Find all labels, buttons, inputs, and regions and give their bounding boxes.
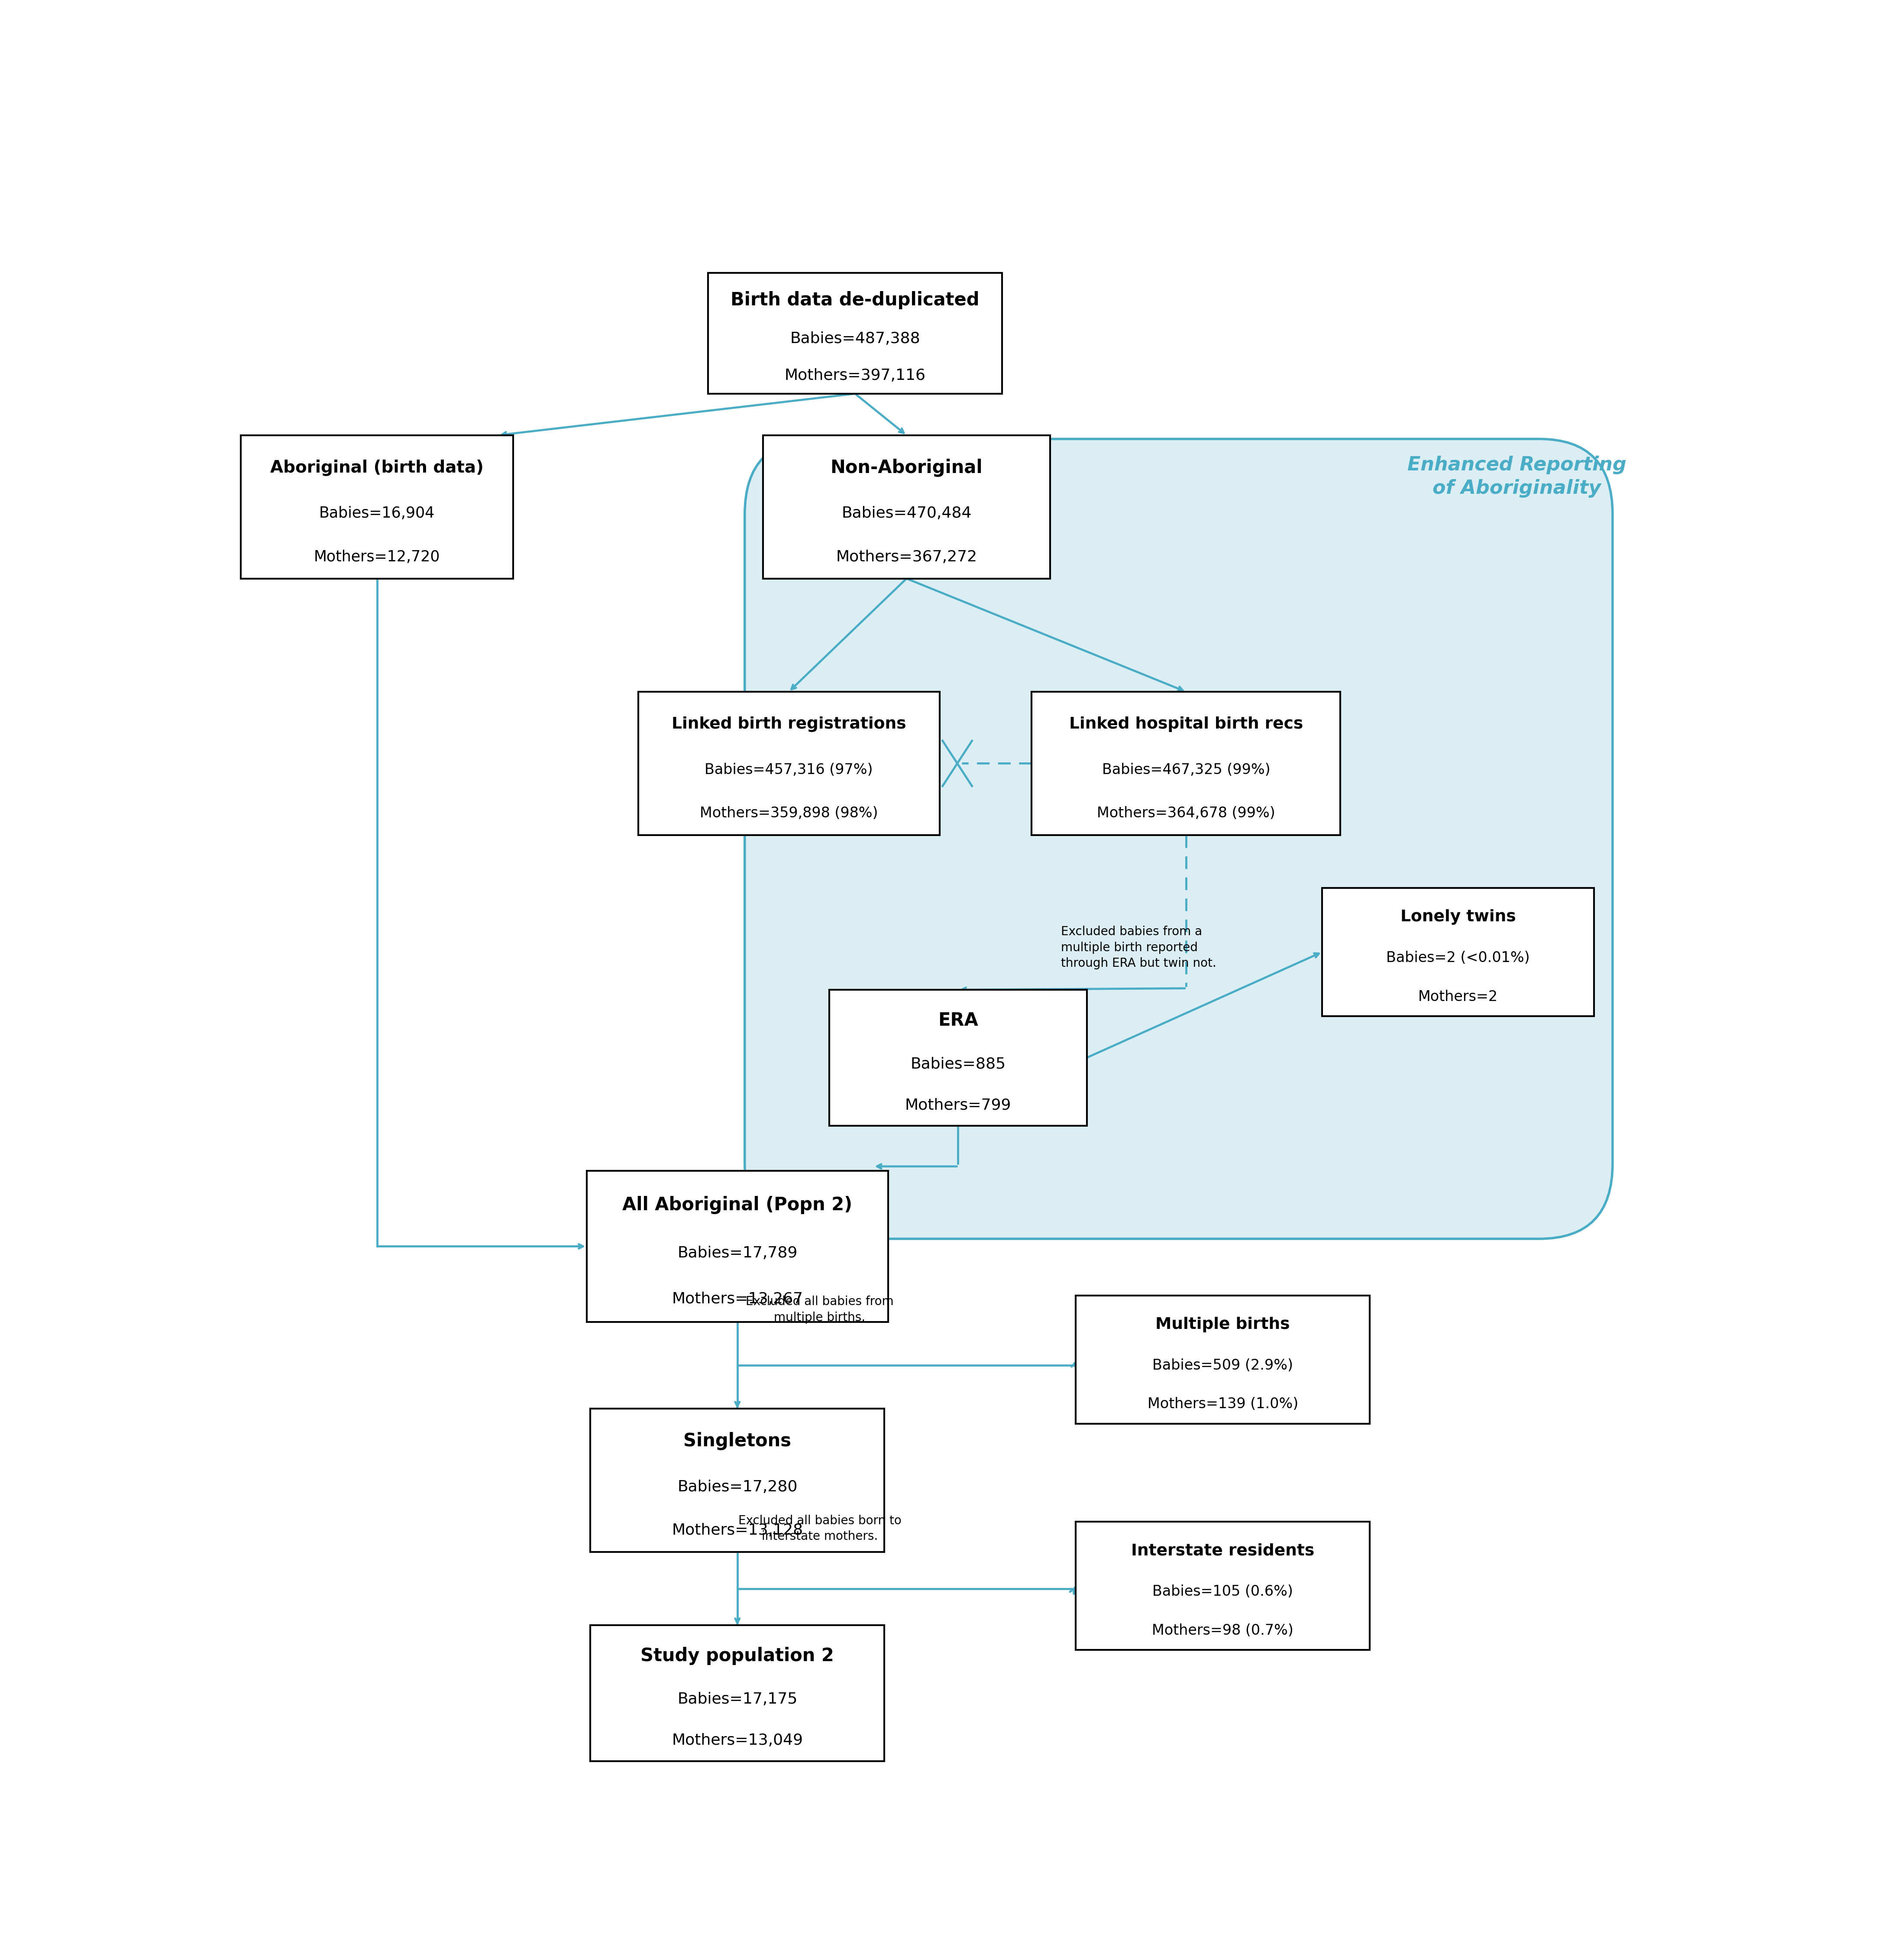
Text: Babies=105 (0.6%): Babies=105 (0.6%)	[1152, 1584, 1293, 1599]
Text: Aboriginal (birth data): Aboriginal (birth data)	[270, 459, 484, 476]
Text: Interstate residents: Interstate residents	[1131, 1543, 1315, 1558]
Text: Babies=2 (<0.01%): Babies=2 (<0.01%)	[1386, 951, 1530, 964]
Text: Linked hospital birth recs: Linked hospital birth recs	[1069, 717, 1304, 733]
Text: Mothers=359,898 (98%): Mothers=359,898 (98%)	[700, 806, 879, 821]
Text: Multiple births: Multiple births	[1156, 1317, 1291, 1333]
Text: Babies=467,325 (99%): Babies=467,325 (99%)	[1103, 762, 1270, 776]
Text: Babies=457,316 (97%): Babies=457,316 (97%)	[704, 762, 873, 776]
FancyBboxPatch shape	[1076, 1521, 1370, 1650]
Text: Mothers=799: Mothers=799	[905, 1098, 1012, 1113]
Text: Mothers=12,720: Mothers=12,720	[313, 549, 440, 564]
Text: Babies=509 (2.9%): Babies=509 (2.9%)	[1152, 1358, 1293, 1372]
Text: Babies=470,484: Babies=470,484	[841, 506, 972, 521]
Text: Babies=885: Babies=885	[911, 1056, 1006, 1072]
Text: Mothers=364,678 (99%): Mothers=364,678 (99%)	[1097, 806, 1275, 821]
FancyBboxPatch shape	[708, 272, 1002, 394]
FancyBboxPatch shape	[1323, 888, 1594, 1015]
FancyBboxPatch shape	[1033, 692, 1340, 835]
FancyBboxPatch shape	[590, 1409, 884, 1552]
Text: Birth data de-duplicated: Birth data de-duplicated	[731, 292, 979, 310]
Text: Babies=16,904: Babies=16,904	[319, 506, 435, 521]
Text: Babies=487,388: Babies=487,388	[790, 331, 921, 347]
Text: Babies=17,789: Babies=17,789	[678, 1247, 797, 1260]
Text: Mothers=367,272: Mothers=367,272	[835, 549, 977, 564]
FancyBboxPatch shape	[586, 1170, 888, 1321]
Text: Singletons: Singletons	[683, 1433, 791, 1450]
Text: Mothers=397,116: Mothers=397,116	[784, 368, 926, 382]
Text: Enhanced Reporting
of Aboriginality: Enhanced Reporting of Aboriginality	[1408, 457, 1627, 498]
FancyBboxPatch shape	[241, 435, 512, 578]
Text: Linked birth registrations: Linked birth registrations	[672, 717, 905, 733]
Text: Lonely twins: Lonely twins	[1401, 909, 1517, 925]
Text: Babies=17,175: Babies=17,175	[678, 1691, 797, 1707]
Text: Mothers=13,049: Mothers=13,049	[672, 1733, 803, 1748]
Text: Excluded babies from a
multiple birth reported
through ERA but twin not.: Excluded babies from a multiple birth re…	[1061, 925, 1217, 970]
FancyBboxPatch shape	[744, 439, 1613, 1239]
FancyBboxPatch shape	[829, 990, 1088, 1125]
Text: Mothers=98 (0.7%): Mothers=98 (0.7%)	[1152, 1623, 1294, 1639]
FancyBboxPatch shape	[590, 1625, 884, 1760]
Text: ERA: ERA	[938, 1011, 977, 1029]
Text: Mothers=139 (1.0%): Mothers=139 (1.0%)	[1148, 1397, 1298, 1411]
Text: Mothers=13,128: Mothers=13,128	[672, 1523, 803, 1537]
FancyBboxPatch shape	[763, 435, 1050, 578]
Text: Excluded all babies from
multiple births.: Excluded all babies from multiple births…	[746, 1296, 894, 1323]
Text: Study population 2: Study population 2	[642, 1646, 833, 1666]
Text: Mothers=13,267: Mothers=13,267	[672, 1292, 803, 1305]
Text: Excluded all babies born to
interstate mothers.: Excluded all babies born to interstate m…	[738, 1515, 902, 1543]
Text: All Aboriginal (Popn 2): All Aboriginal (Popn 2)	[623, 1196, 852, 1215]
FancyBboxPatch shape	[638, 692, 940, 835]
Text: Babies=17,280: Babies=17,280	[678, 1480, 797, 1494]
Text: Mothers=2: Mothers=2	[1418, 990, 1498, 1004]
FancyBboxPatch shape	[1076, 1296, 1370, 1423]
Text: Non-Aboriginal: Non-Aboriginal	[831, 459, 983, 476]
